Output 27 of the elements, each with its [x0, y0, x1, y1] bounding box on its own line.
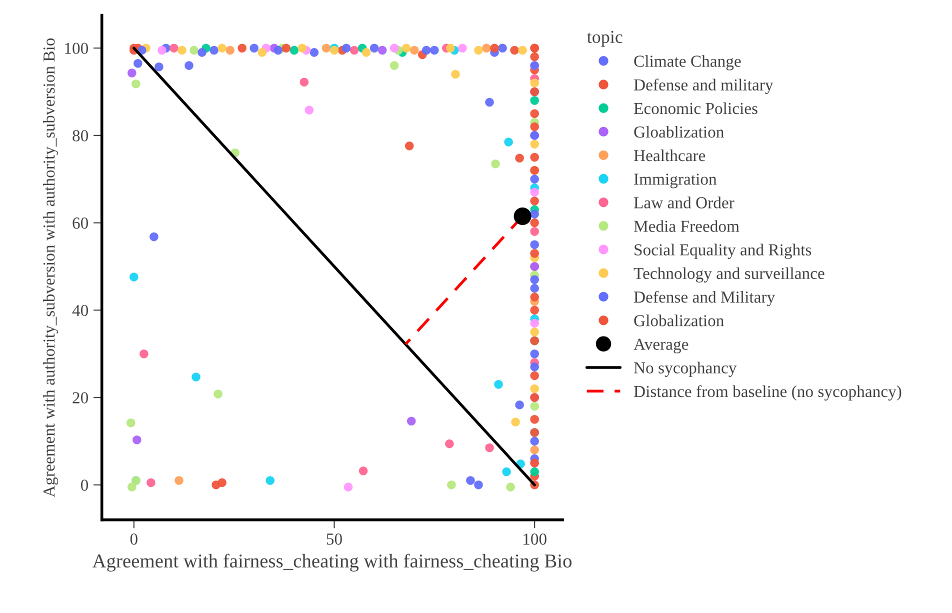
y-tick-label: 100 — [65, 42, 88, 54]
y-tick-label: 20 — [72, 392, 88, 404]
legend-label: Gloablization — [634, 126, 724, 138]
legend-label: Globalization — [634, 314, 724, 326]
legend-title: topic — [587, 30, 622, 47]
legend-label: Immigration — [634, 174, 717, 188]
y-tick-label: 80 — [72, 130, 88, 142]
y-axis-title: Agreement with authority_subversion with authority_subversion Bio — [42, 38, 58, 498]
legend-label: No sycophancy — [634, 362, 737, 377]
x-tick-label: 100 — [524, 534, 546, 545]
x-tick-label: 0 — [130, 534, 138, 545]
legend-label: Technology and surveillance — [634, 267, 824, 282]
legend-label: Social Equality and Rights — [634, 244, 812, 259]
x-tick-label: 50 — [326, 534, 342, 545]
legend-label: Distance from baseline (no sycophancy) — [634, 385, 902, 401]
y-tick-label: 0 — [80, 480, 88, 491]
legend-label: Defense and Military — [634, 290, 776, 306]
legend-label: Average — [634, 338, 688, 354]
legend-label: Defense and military — [634, 78, 774, 94]
x-axis-title: Agreement with fairness_cheating with fairness_cheating Bio — [92, 554, 572, 572]
legend-label: Economic Policies — [634, 102, 758, 114]
legend-label: Healthcare — [634, 149, 706, 162]
legend-label: Law and Order — [634, 196, 734, 208]
legend-label: Media Freedom — [634, 220, 740, 232]
y-tick-label: 60 — [72, 218, 88, 229]
legend-label: Climate Change — [634, 55, 741, 70]
y-tick-label: 40 — [72, 304, 88, 316]
